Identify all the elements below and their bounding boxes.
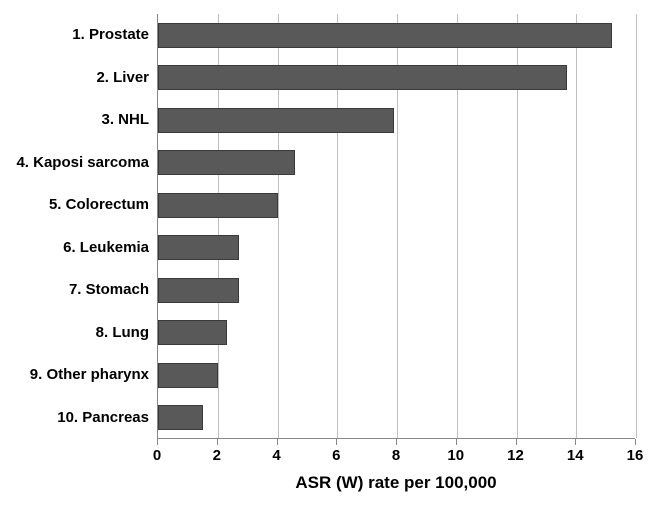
x-tick-mark bbox=[217, 439, 218, 445]
x-tick-label: 12 bbox=[507, 447, 524, 464]
y-axis-category-label: 5. Colorectum bbox=[49, 196, 149, 213]
x-tick-label: 4 bbox=[272, 447, 280, 464]
y-axis-category-label: 10. Pancreas bbox=[57, 409, 149, 426]
bar bbox=[158, 363, 218, 388]
gridline bbox=[636, 14, 637, 438]
x-tick-label: 14 bbox=[567, 447, 584, 464]
x-tick-mark bbox=[277, 439, 278, 445]
x-tick-label: 10 bbox=[447, 447, 464, 464]
x-tick-mark bbox=[456, 439, 457, 445]
x-tick-mark bbox=[575, 439, 576, 445]
y-axis-category-label: 1. Prostate bbox=[72, 26, 149, 43]
y-axis-category-label: 9. Other pharynx bbox=[30, 366, 149, 383]
bar bbox=[158, 235, 239, 260]
x-tick-label: 8 bbox=[392, 447, 400, 464]
gridline bbox=[576, 14, 577, 438]
y-axis-category-label: 4. Kaposi sarcoma bbox=[16, 154, 149, 171]
plot-area bbox=[157, 14, 635, 439]
x-tick-mark bbox=[396, 439, 397, 445]
bar bbox=[158, 320, 227, 345]
y-axis-category-label: 6. Leukemia bbox=[63, 239, 149, 256]
x-tick-mark bbox=[635, 439, 636, 445]
bar bbox=[158, 150, 295, 175]
y-axis-category-label: 7. Stomach bbox=[69, 281, 149, 298]
y-axis-category-label: 8. Lung bbox=[96, 324, 149, 341]
x-tick-mark bbox=[516, 439, 517, 445]
asr-bar-chart: 1. Prostate 2. Liver 3. NHL 4. Kaposi sarco… bbox=[0, 0, 670, 513]
bar bbox=[158, 108, 394, 133]
x-tick-label: 2 bbox=[213, 447, 221, 464]
x-tick-label: 16 bbox=[627, 447, 644, 464]
x-tick-label: 0 bbox=[153, 447, 161, 464]
bar bbox=[158, 23, 612, 48]
bar bbox=[158, 193, 278, 218]
x-tick-mark bbox=[336, 439, 337, 445]
bar bbox=[158, 278, 239, 303]
bar bbox=[158, 65, 567, 90]
x-tick-label: 6 bbox=[332, 447, 340, 464]
y-axis-category-label: 2. Liver bbox=[96, 69, 149, 86]
bar bbox=[158, 405, 203, 430]
x-tick-mark bbox=[157, 439, 158, 445]
x-axis-title: ASR (W) rate per 100,000 bbox=[157, 473, 635, 493]
y-axis-category-label: 3. NHL bbox=[101, 111, 149, 128]
